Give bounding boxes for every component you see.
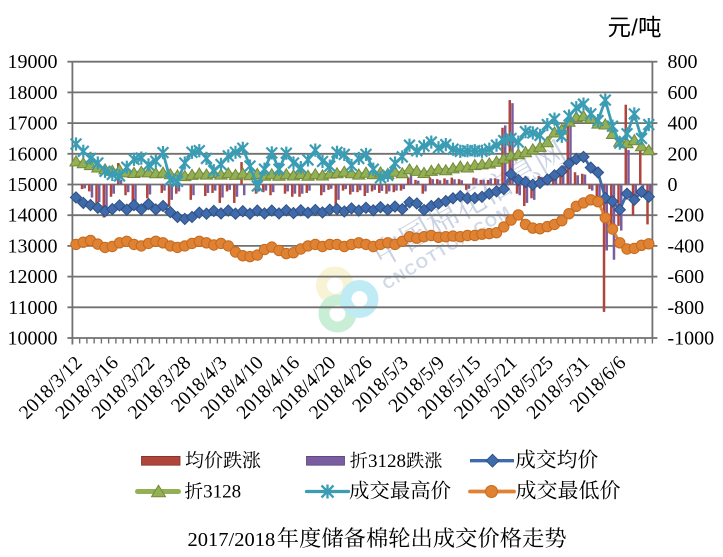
- svg-text:0: 0: [668, 174, 678, 196]
- svg-text:16000: 16000: [8, 143, 58, 165]
- svg-text:-800: -800: [668, 297, 705, 319]
- svg-text:2017/2018: 2017/2018: [188, 529, 276, 551]
- svg-text:13000: 13000: [8, 235, 58, 257]
- svg-text:15000: 15000: [8, 174, 58, 196]
- svg-text:600: 600: [668, 82, 698, 104]
- svg-text:800: 800: [668, 51, 698, 73]
- svg-text:200: 200: [668, 143, 698, 165]
- svg-text:14000: 14000: [8, 205, 58, 227]
- svg-text:19000: 19000: [8, 51, 58, 73]
- svg-text:-200: -200: [668, 205, 705, 227]
- svg-text:400: 400: [668, 113, 698, 135]
- svg-text:10000: 10000: [8, 328, 58, 350]
- svg-text:-400: -400: [668, 235, 705, 257]
- svg-text:-1000: -1000: [668, 328, 715, 350]
- svg-text:3128: 3128: [368, 451, 406, 472]
- svg-text:/: /: [631, 15, 638, 41]
- svg-text:-600: -600: [668, 266, 705, 288]
- svg-text:3128: 3128: [203, 482, 241, 503]
- svg-text:12000: 12000: [8, 266, 58, 288]
- svg-text:18000: 18000: [8, 82, 58, 104]
- svg-text:17000: 17000: [8, 113, 58, 135]
- svg-text:11000: 11000: [8, 297, 57, 319]
